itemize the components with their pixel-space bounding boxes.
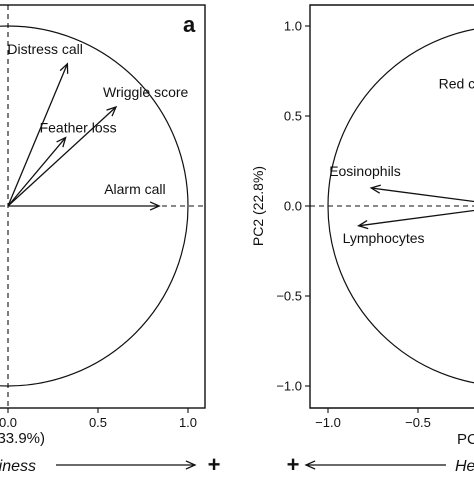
x-tick-label-a: 1.0 xyxy=(179,415,197,430)
y-tick-label-b: −0.5 xyxy=(276,289,302,304)
axis-direction-arrow-a-head xyxy=(185,460,197,470)
loading-label-eosinophils: Eosinophils xyxy=(329,163,401,179)
x-axis-title-a: (33.9%) xyxy=(0,430,45,447)
loading-arrow-wriggle-score-head xyxy=(106,105,118,117)
loading-label-feather-loss: Feather loss xyxy=(40,120,117,136)
y-tick-label-b: 0.5 xyxy=(284,109,302,124)
axis-direction-arrow-b xyxy=(304,460,446,470)
axis-direction-arrow-b-head xyxy=(304,460,316,470)
loading-arrow-feather-loss xyxy=(7,136,67,207)
panel-a-plot-area xyxy=(0,5,205,408)
panel-label-a: a xyxy=(183,12,196,37)
axis-caption-b: He xyxy=(455,458,474,474)
loading-arrow-lymphocytes-head xyxy=(357,220,369,230)
panel-a-frame xyxy=(0,4,206,409)
loading-label-distress-call: Distress call xyxy=(7,41,82,57)
axis-sign-a: + xyxy=(208,452,221,474)
x-tick-label-b: −0.5 xyxy=(405,415,431,430)
loading-arrow-wriggle-score-shaft xyxy=(7,106,117,207)
loading-arrow-lymphocytes-shaft xyxy=(358,209,474,227)
panel-b: Eosinophils Lymphocytes Red colorat 1.0 0.5 0… xyxy=(250,4,474,477)
x-tick-label-b: −1.0 xyxy=(315,415,341,430)
loading-arrow-alarm-call xyxy=(8,201,161,211)
y-tick-label-b: 0.0 xyxy=(284,199,302,214)
loading-arrow-eosinophils-shaft xyxy=(371,187,474,203)
loading-arrow-distress-call xyxy=(7,62,69,207)
loading-arrow-alarm-call-head xyxy=(149,201,161,211)
x-tick-label-a: 0.5 xyxy=(89,415,107,430)
loading-arrow-eosinophils xyxy=(369,184,474,203)
y-axis-title-b: PC2 (22.8%) xyxy=(250,166,266,246)
x-tick-label-a: 0.0 xyxy=(0,415,17,430)
loading-arrow-wriggle-score xyxy=(7,105,118,207)
panel-a: Distress call Wriggle score Feather loss Al… xyxy=(0,4,221,477)
loading-arrow-feather-loss-shaft xyxy=(7,137,67,207)
loading-arrow-distress-call-head xyxy=(59,62,69,74)
loading-arrow-distress-call-shaft xyxy=(7,63,68,207)
panel-b-plot-area: Eosinophils Lymphocytes Red colorat xyxy=(310,28,474,384)
loading-label-alarm-call: Alarm call xyxy=(104,181,165,197)
x-axis-title-b: PC xyxy=(457,431,474,448)
loading-label-wriggle-score: Wriggle score xyxy=(103,84,189,100)
loading-label-lymphocytes: Lymphocytes xyxy=(343,230,425,246)
loading-label-red-colorat: Red colorat xyxy=(439,76,474,92)
axis-sign-b: + xyxy=(287,452,300,474)
loading-arrow-eosinophils-head xyxy=(369,184,381,194)
axis-direction-arrow-a xyxy=(56,460,197,470)
axis-caption-a: iness xyxy=(0,458,36,474)
y-tick-label-b: 1.0 xyxy=(284,19,302,34)
y-tick-label-b: −1.0 xyxy=(276,379,302,394)
loading-arrow-lymphocytes xyxy=(357,209,474,230)
loading-arrow-feather-loss-head xyxy=(56,136,67,148)
